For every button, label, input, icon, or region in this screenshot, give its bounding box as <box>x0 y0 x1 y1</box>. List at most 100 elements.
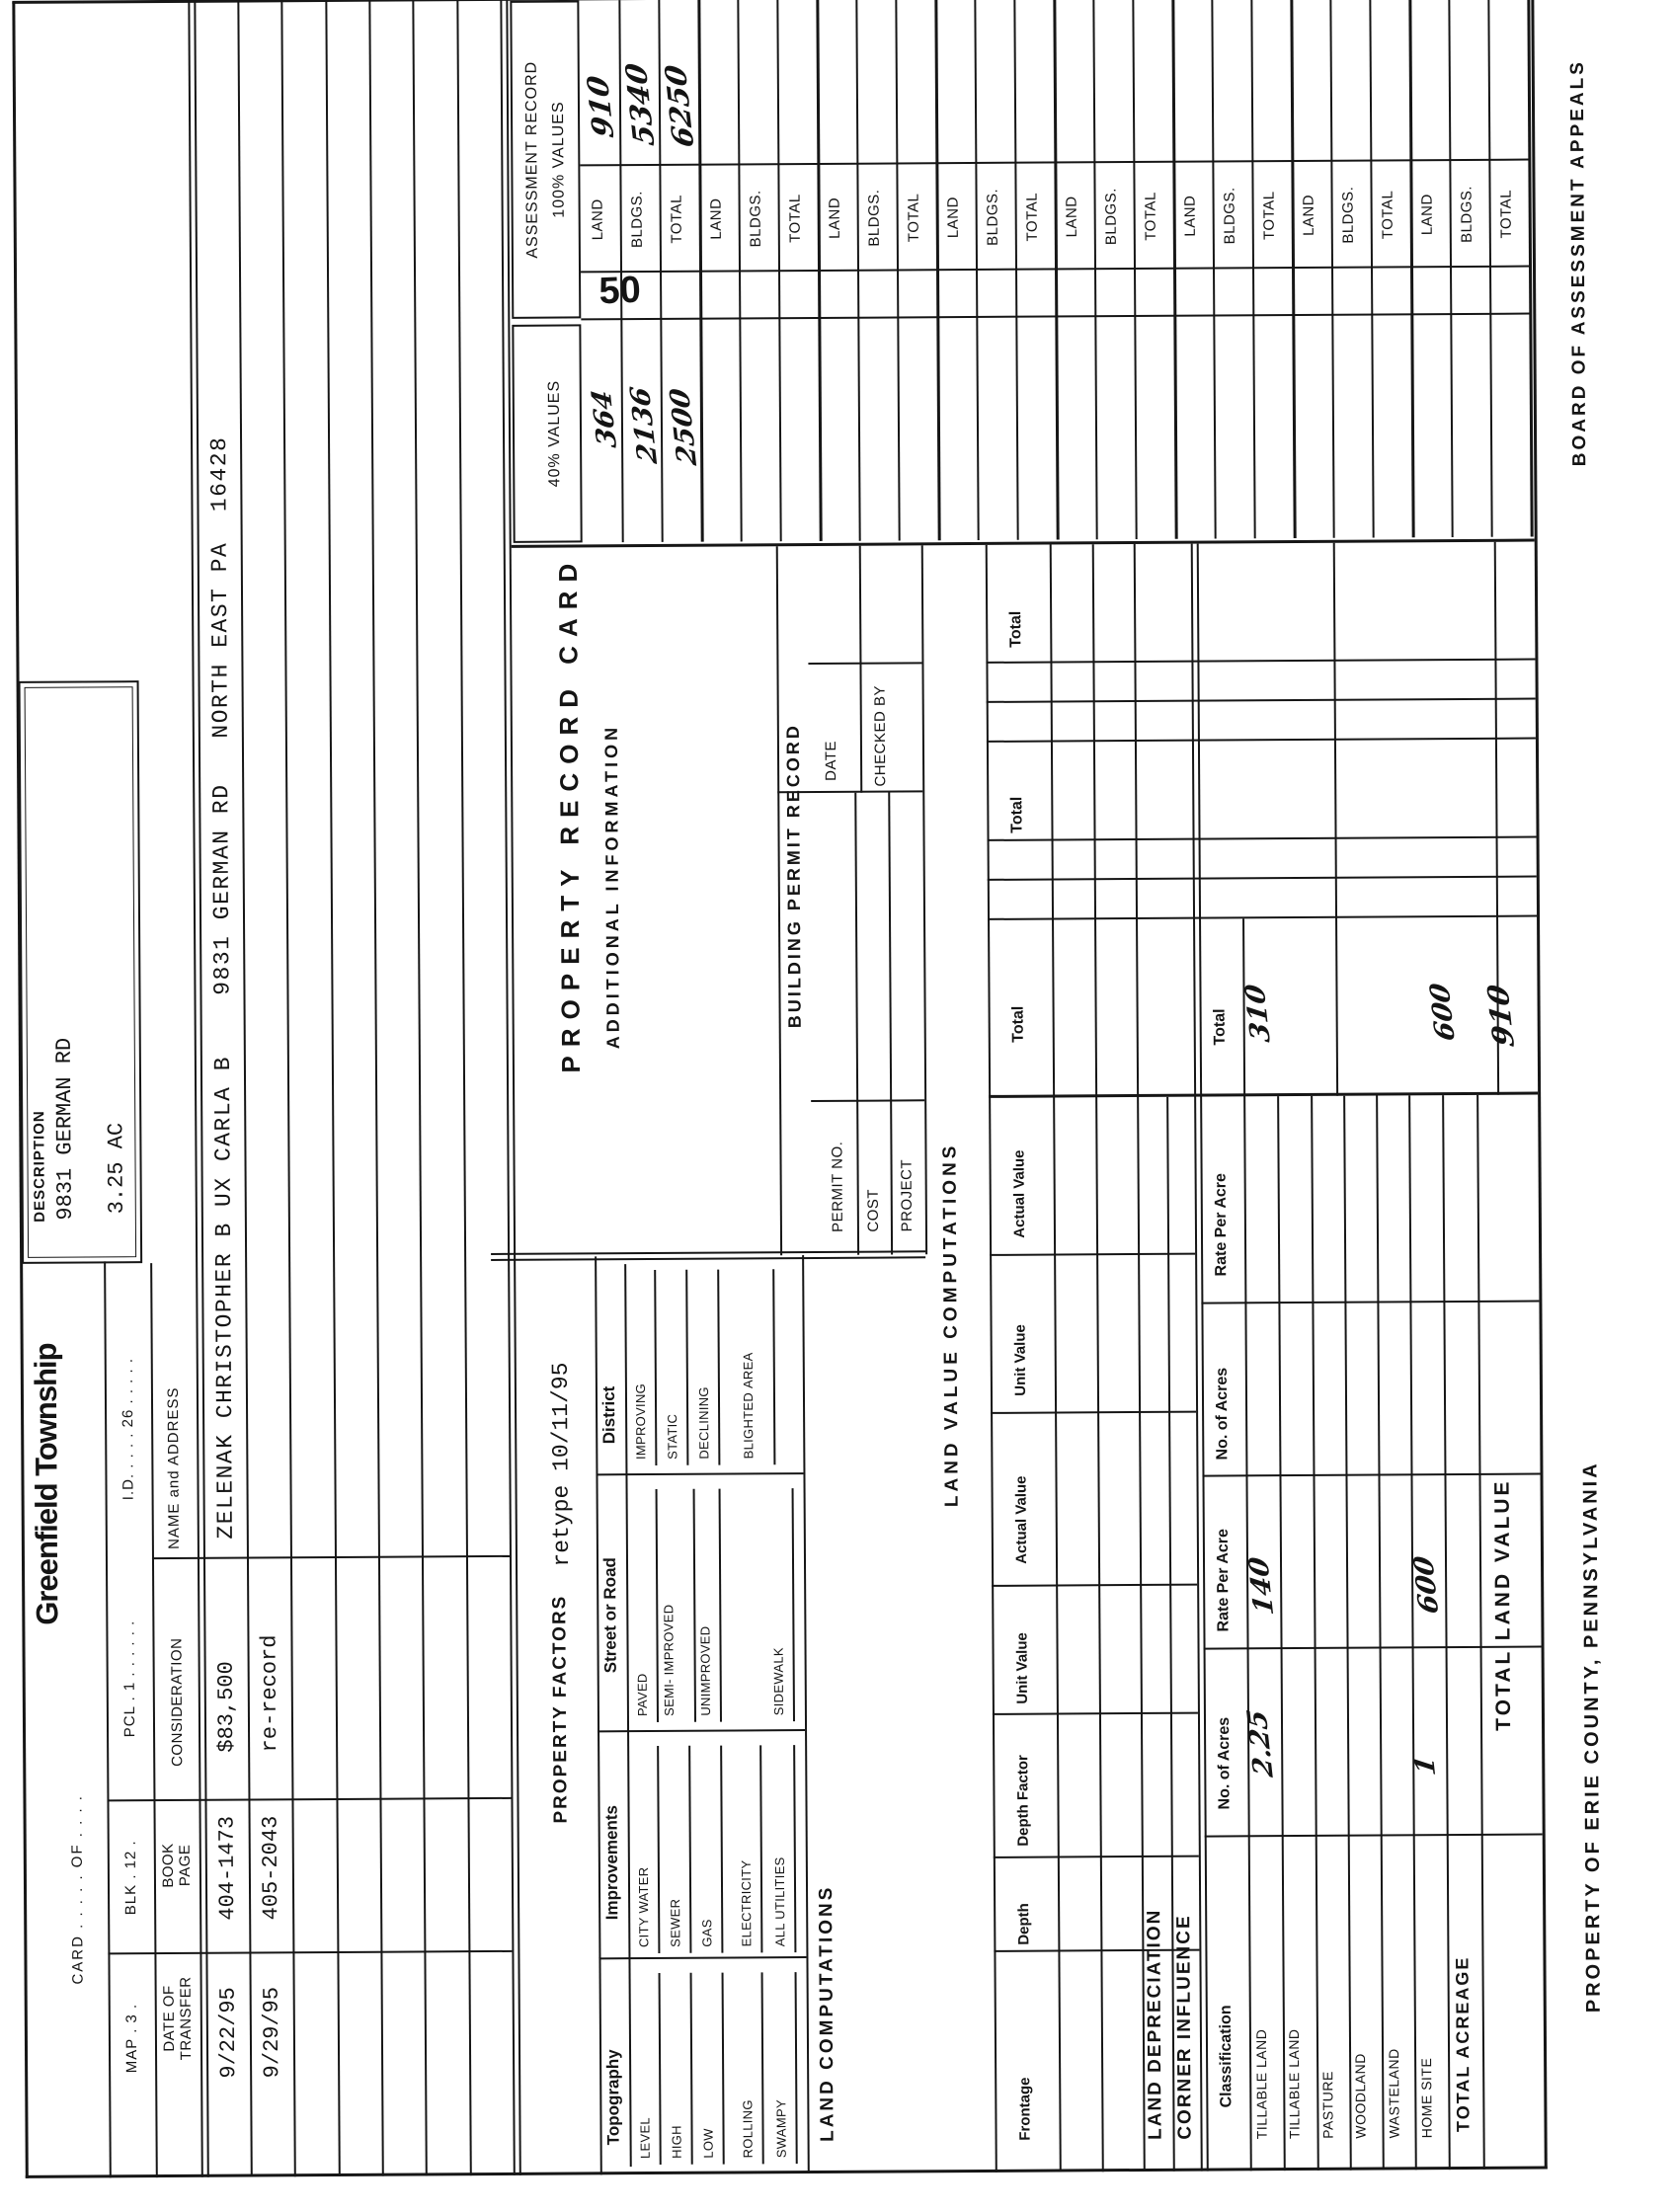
book-label: BOOK <box>159 1843 178 1888</box>
item-underline <box>718 1488 722 1722</box>
assessment-row-label: TOTAL <box>1260 191 1278 240</box>
assessment-row-label: TOTAL <box>1497 189 1515 239</box>
item-underline <box>793 1745 796 1953</box>
grid-line <box>1204 1833 1543 1838</box>
grid-line <box>1476 1094 1485 2170</box>
assessment-title-2: 100% VALUES <box>549 101 568 218</box>
item-underline <box>654 1269 657 1465</box>
grid-line <box>25 2166 1548 2178</box>
classification-rate-value: 600 <box>1408 1554 1446 1616</box>
assessment-line <box>1487 0 1493 537</box>
grid-line <box>920 545 928 1255</box>
assessment-title-1: ASSESSMENT RECORD <box>522 60 541 259</box>
item-underline <box>794 1972 798 2165</box>
grid-line <box>491 1250 926 1255</box>
classification-row-label: TILLABLE LAND <box>1286 2028 1303 2140</box>
grid-line <box>1408 1095 1417 2171</box>
grid-line <box>491 1256 926 1261</box>
acreage-value: 3.25 AC <box>104 1122 129 1215</box>
grid-line <box>992 1711 1198 1715</box>
card-of-label: CARD . . . . . OF . . . . <box>68 1793 87 1985</box>
assessment-row-label: LAND <box>707 198 725 240</box>
item-underline <box>717 1269 720 1465</box>
pcl-field: PCL . 1 . . . . . . <box>120 1620 139 1738</box>
retype-note: retype 10/11/95 <box>547 1362 576 1567</box>
grid-line <box>1166 1096 1175 2172</box>
assessment-land-40: 364 <box>586 388 623 449</box>
grid-line <box>1277 1096 1286 2172</box>
forty-values-label: 40% VALUES <box>545 379 564 488</box>
factors-item: PAVED <box>634 1673 650 1717</box>
project-label: PROJECT <box>898 1158 916 1232</box>
transfer-book-page: 404-1473 <box>214 1815 241 1921</box>
factors-item: GAS <box>699 1919 715 1947</box>
factors-item: ALL UTILITIES <box>771 1856 788 1947</box>
item-underline <box>658 1972 662 2165</box>
grid-line <box>1201 1300 1540 1304</box>
factors-item: LOW <box>700 2128 716 2159</box>
grid-line <box>1049 544 1062 2172</box>
grid-line <box>777 790 923 794</box>
assessment-row-label: BLDGS. <box>1102 188 1120 246</box>
assessment-line <box>1448 0 1454 538</box>
assessment-row-label: BLDGS. <box>865 189 883 247</box>
assessment-record-label: ASSESSMENT RECORD 100% VALUES <box>518 0 573 318</box>
assessment-row-label: TOTAL <box>786 194 804 243</box>
grid-line <box>104 1261 112 2178</box>
factors-col-header-street-or-road: Street or Road <box>599 1557 620 1674</box>
factors-item: DECLINING <box>695 1386 712 1460</box>
grid-line <box>1133 543 1146 2172</box>
classification-header: Classification <box>1217 2005 1236 2108</box>
item-underline <box>657 1745 660 1953</box>
grid-line <box>1202 1472 1541 1477</box>
grid-line <box>854 792 860 1255</box>
item-underline <box>772 1269 775 1465</box>
lvc-header-3: Depth Factor <box>1014 1755 1032 1847</box>
item-underline <box>692 1488 696 1722</box>
grid-line <box>989 1091 1539 1098</box>
id-field: I.D. . . . . 26 . . . . . <box>119 1357 137 1501</box>
no-of-acres-header-2: No. of Acres <box>1213 1367 1232 1461</box>
grid-line <box>1203 1645 1542 1650</box>
grid-line <box>1091 544 1104 2172</box>
classification-row-label: HOME SITE <box>1418 2057 1435 2139</box>
assessment-row-label: TOTAL <box>905 193 922 243</box>
grid-line <box>775 546 783 1256</box>
item-underline <box>720 1745 723 1953</box>
cost-label: COST <box>864 1188 882 1232</box>
classification-rate-value: 140 <box>1243 1555 1281 1617</box>
total-header-lower: Total <box>1211 1008 1229 1046</box>
grid-line <box>1311 1095 1319 2171</box>
footer-board-of-appeals: BOARD OF ASSESSMENT APPEALS <box>1566 59 1591 467</box>
assessment-row-label: LAND <box>1300 194 1317 236</box>
factors-item: ROLLING <box>740 2099 756 2159</box>
grid-line <box>987 835 1537 841</box>
total-land-value-label: TOTAL LAND VALUE <box>1490 1478 1516 1731</box>
factors-item: STATIC <box>665 1413 680 1460</box>
item-underline <box>685 1269 688 1465</box>
item-underline <box>655 1488 659 1722</box>
factors-item: ELECTRICITY <box>738 1859 755 1947</box>
grid-line <box>802 1255 810 2174</box>
classification-row-label: TILLABLE LAND <box>1252 2028 1270 2140</box>
total-acreage-label: TOTAL ACREAGE <box>1452 1955 1474 2133</box>
assessment-row-label: LAND <box>944 197 962 239</box>
transfer-date: 9/29/95 <box>259 1986 285 2079</box>
grid-line <box>986 658 1536 664</box>
transfer-rows: 9/22/95 404-1473 $83,500 ZELENAK CHRISTOPHE… <box>0 0 284 2210</box>
assessment-row-label: LAND <box>1181 195 1199 237</box>
classification-rows: TILLABLE LAND 2.25 140 310 TILLABLE LAND PAST… <box>0 0 1462 2210</box>
ink-stamp: 50 <box>598 269 642 313</box>
rate-per-acre-header-1: Rate Per Acre <box>1214 1529 1233 1632</box>
transfer-name-address: ZELENAK CHRISTOPHER B UX CARLA B 9831 GE… <box>206 435 239 1540</box>
assessment-row-label: LAND <box>826 197 843 239</box>
assessment-row-label: TOTAL <box>1379 190 1396 240</box>
assessment-row-label: LAND <box>1063 196 1080 238</box>
rate-per-acre-header-2: Rate Per Acre <box>1212 1173 1231 1277</box>
lvc-header-row: Frontage Depth Depth Factor Unit Value Actua… <box>0 0 1033 2210</box>
grid-line <box>108 1949 513 1955</box>
no-of-acres-header-1: No. of Acres <box>1215 1716 1234 1810</box>
factors-col-header-improvements: Improvements <box>601 1804 622 1921</box>
